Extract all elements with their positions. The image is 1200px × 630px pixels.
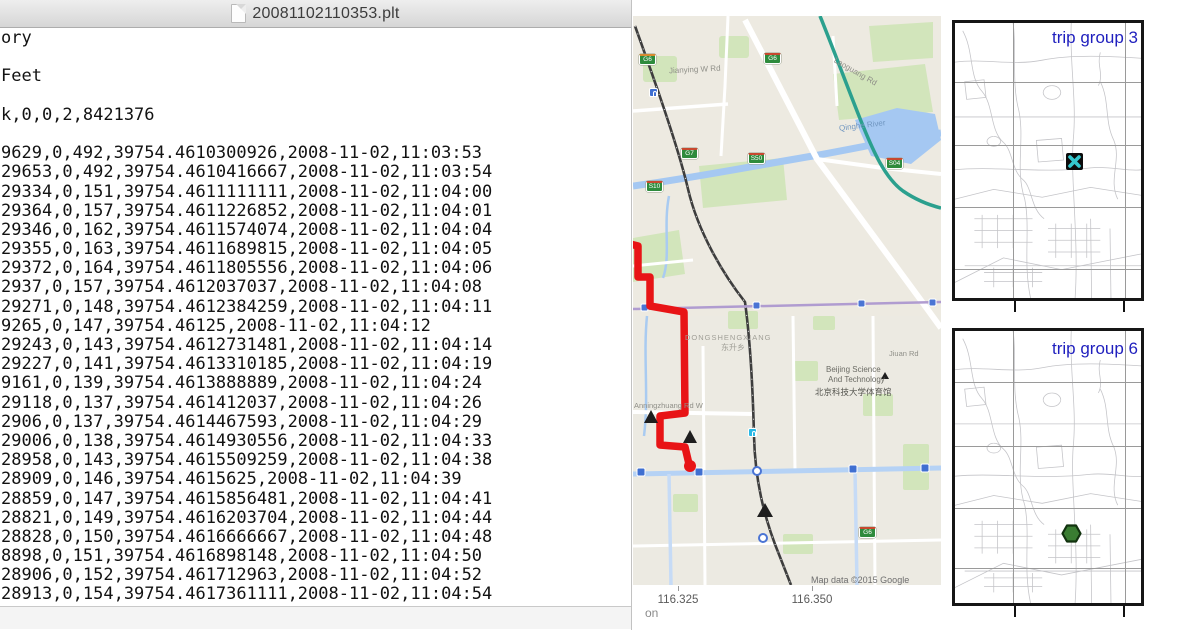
trip6-marker-icon <box>1061 524 1082 543</box>
expressway <box>818 16 941 210</box>
poi-label: Beijing Science <box>826 365 881 374</box>
gps-trajectory <box>633 240 696 472</box>
gridline <box>955 568 1141 569</box>
gridline <box>955 269 1141 270</box>
gridline <box>955 446 1141 447</box>
panel-title: trip group 6 <box>1052 339 1138 358</box>
road-shield: G6 <box>764 53 781 64</box>
gridline <box>955 508 1141 509</box>
file-line: 29271,0,148,39754.4612384259,2008-11-02,… <box>1 296 493 317</box>
file-line: 29653,0,492,39754.4610416667,2008-11-02,… <box>1 162 493 183</box>
railway <box>633 25 793 585</box>
district-label: DONGSHENGXIANG <box>685 333 772 342</box>
poi-label-cn: 北京科技大学体育馆 <box>815 387 892 397</box>
triangle-markers <box>644 372 889 517</box>
map-canvas <box>633 16 941 585</box>
file-line: 29243,0,143,39754.4612731481,2008-11-02,… <box>1 335 493 355</box>
file-line: 29346,0,162,39754.4611574074,2008-11-02,… <box>1 219 493 240</box>
file-line: 29372,0,164,39754.4611805556,2008-11-02,… <box>1 258 493 279</box>
map-attribution: Map data ©2015 Google <box>811 575 910 585</box>
file-line: 28913,0,154,39754.4617361111,2008-11-02,… <box>1 584 493 605</box>
file-line: 29118,0,137,39754.461412037,2008-11-02,1… <box>1 392 483 413</box>
gridline <box>955 82 1141 83</box>
file-line: 2937,0,157,39754.4612037037,2008-11-02,1… <box>1 277 483 298</box>
poi-label: And Technology <box>828 375 885 384</box>
file-line: 29227,0,141,39754.4613310185,2008-11-02,… <box>1 354 493 375</box>
panel-axis-tick <box>1014 606 1016 617</box>
blue-transit-line <box>633 463 941 585</box>
file-line <box>1 47 631 66</box>
file-line: 29334,0,151,39754.4611111111,2008-11-02,… <box>1 181 493 202</box>
file-line <box>1 86 631 105</box>
plt-file-viewer-window: 20081102110353.plt ory Feet k,0,0,2,8421… <box>0 0 632 630</box>
x-axis-tick <box>812 586 813 591</box>
road-shield: G6 <box>859 527 876 538</box>
subway-logo-icon <box>649 88 658 97</box>
file-line: 29006,0,138,39754.4614930556,2008-11-02,… <box>1 430 493 451</box>
gridline <box>1013 23 1014 298</box>
gridline <box>955 207 1141 208</box>
window-title-bar[interactable]: 20081102110353.plt <box>0 0 631 28</box>
file-line: 9265,0,147,39754.46125,2008-11-02,11:04:… <box>1 315 431 336</box>
file-content-area[interactable]: ory Feet k,0,0,2,8421376 9629,0,492,3975… <box>0 28 631 606</box>
panel-title: trip group 3 <box>1052 28 1138 47</box>
district-label-cn: 东升乡 <box>721 343 745 352</box>
window-title: 20081102110353.plt <box>252 4 400 22</box>
gridline <box>955 145 1141 146</box>
file-line: 29355,0,163,39754.4611689815,2008-11-02,… <box>1 239 493 260</box>
window-footer-bar <box>0 606 631 629</box>
gridline <box>955 382 1141 383</box>
file-line: ory <box>1 28 32 48</box>
gridline <box>1125 23 1126 298</box>
trip-group-6-panel: trip group 6 <box>952 328 1144 606</box>
roads <box>633 16 941 585</box>
file-line: 28828,0,150,39754.4616666667,2008-11-02,… <box>1 526 493 547</box>
road-shield: S10 <box>646 181 663 192</box>
road-shield: S04 <box>886 158 903 169</box>
file-line: Feet <box>1 66 42 87</box>
axis-label-fragment: on <box>645 606 659 620</box>
file-line: 9629,0,492,39754.4610300926,2008-11-02,1… <box>1 143 483 164</box>
file-line: 29364,0,157,39754.4611226852,2008-11-02,… <box>1 200 493 221</box>
subway-logo-icon <box>748 428 757 437</box>
file-line: k,0,0,2,8421376 <box>1 104 155 125</box>
file-line: 9161,0,139,39754.4613888889,2008-11-02,1… <box>1 373 483 394</box>
road-shield: G7 <box>681 148 698 159</box>
google-map[interactable]: Jianying W Rd Laoguang Rd Qinghe River D… <box>633 16 941 585</box>
x-axis-label: 116.350 <box>791 594 833 606</box>
x-axis-label: 116.325 <box>657 594 699 606</box>
file-line: 28906,0,152,39754.461712963,2008-11-02,1… <box>1 565 483 586</box>
file-line: 28909,0,146,39754.4615625,2008-11-02,11:… <box>1 469 462 490</box>
file-line: 28958,0,143,39754.4615509259,2008-11-02,… <box>1 450 493 471</box>
panel-axis-tick <box>1123 606 1125 617</box>
road-shield: G6 <box>639 54 656 65</box>
street-map-art <box>955 23 1141 298</box>
file-line: 28821,0,149,39754.4616203704,2008-11-02,… <box>1 507 493 528</box>
panel-axis-tick <box>1014 301 1016 312</box>
x-axis-tick <box>678 586 679 591</box>
file-line: 8898,0,151,39754.4616898148,2008-11-02,1… <box>1 546 483 567</box>
road-shield: S50 <box>748 153 765 164</box>
panel-axis-tick <box>1123 301 1125 312</box>
document-icon <box>231 4 247 23</box>
trip-group-3-panel: trip group 3 <box>952 20 1144 301</box>
street-label: Jiuan Rd <box>889 349 919 358</box>
file-line <box>1 124 631 143</box>
street-label: Anningzhuang Rd W <box>634 401 703 410</box>
gridline <box>1013 331 1014 603</box>
street-map-art <box>955 331 1141 603</box>
file-line: 2906,0,137,39754.4614467593,2008-11-02,1… <box>1 411 483 432</box>
file-line: 28859,0,147,39754.4615856481,2008-11-02,… <box>1 488 493 509</box>
gridline <box>1125 331 1126 603</box>
trip3-marker-icon <box>1066 153 1083 170</box>
